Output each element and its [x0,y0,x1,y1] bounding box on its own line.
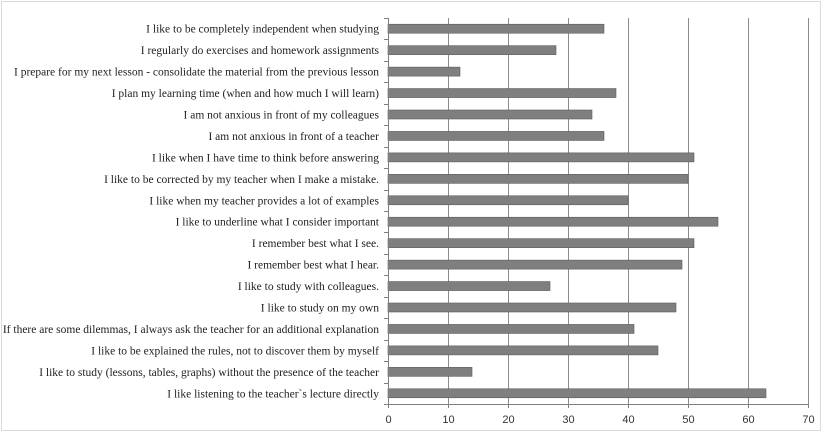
x-tick-label-70: 70 [802,414,814,426]
x-tick-label-30: 30 [562,414,574,426]
bar-15 [387,324,635,334]
category-label-3: I prepare for my next lesson - consolida… [14,67,379,79]
gridlines [448,18,809,404]
x-tick-label-20: 20 [502,414,514,426]
category-label-12: I remember best what I hear. [247,260,379,272]
bar-3 [387,66,461,77]
bar-17 [387,367,473,377]
axes [384,18,809,408]
bar-6 [387,131,605,141]
x-tick-label-60: 60 [742,414,754,426]
category-label-13: I like to study with colleagues. [238,281,379,293]
x-tick-label-10: 10 [442,414,454,426]
bar-18 [387,388,767,399]
category-label-10: I like to underline what I consider impo… [176,217,380,229]
x-tick-label-50: 50 [682,414,694,426]
bars [387,23,767,399]
x-tick-label-40: 40 [622,414,634,426]
x-tick-labels: 0 10 20 30 40 50 60 70 [385,414,814,426]
bar-13 [387,281,551,291]
category-label-15: If there are some dilemmas, I always ask… [3,324,379,336]
bar-14 [387,302,677,313]
bar-16 [387,345,659,356]
category-label-4: I plan my learning time (when and how mu… [112,88,379,100]
category-label-6: I am not anxious in front of a teacher [208,131,379,143]
category-label-16: I like to be explained the rules, not to… [91,345,379,357]
category-label-2: I regularly do exercises and homework as… [141,45,380,57]
category-label-14: I like to study on my own [261,303,379,315]
bar-2 [387,45,557,55]
bar-10 [387,216,719,227]
bar-4 [387,88,617,98]
category-label-5: I am not anxious in front of my colleagu… [184,110,380,122]
category-label-11: I remember best what I see. [252,238,379,250]
category-label-7: I like when I have time to think before … [152,152,379,164]
category-label-18: I like listening to the teacher`s lectur… [167,388,379,400]
bar-11 [387,238,695,248]
bar-9 [387,195,629,206]
bar-1 [387,23,605,34]
category-label-8: I like to be corrected by my teacher whe… [104,174,379,186]
category-labels: I like to be completely independent when… [3,24,380,401]
x-tick-label-0: 0 [385,414,391,426]
bar-12 [387,259,683,270]
category-label-1: I like to be completely independent when… [146,24,379,36]
category-label-9: I like when my teacher provides a lot of… [149,195,379,207]
bar-7 [387,152,695,163]
category-label-17: I like to study (lessons, tables, graphs… [39,367,379,379]
bar-5 [387,109,593,120]
bar-8 [387,174,689,184]
